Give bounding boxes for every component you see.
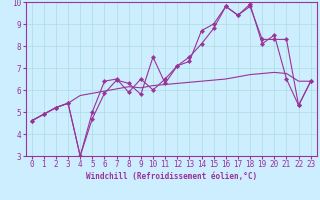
X-axis label: Windchill (Refroidissement éolien,°C): Windchill (Refroidissement éolien,°C) xyxy=(86,172,257,181)
